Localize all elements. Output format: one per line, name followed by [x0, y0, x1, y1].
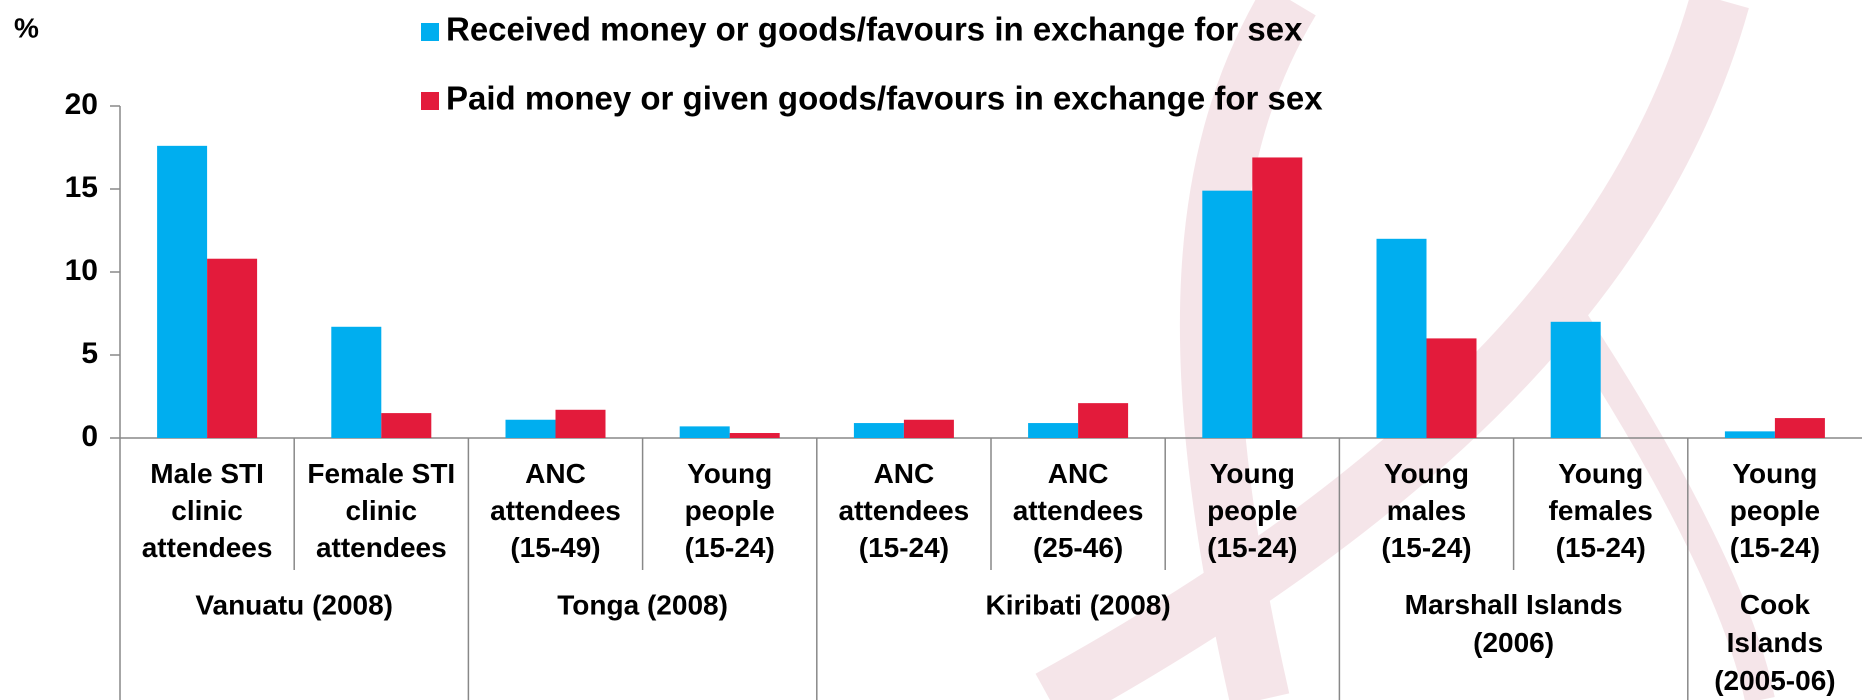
bar [1774, 418, 1825, 438]
bar [1252, 157, 1303, 438]
x-tick-label: Female STI clinic attendees [307, 458, 455, 563]
y-tick-label: 20 [65, 88, 98, 121]
x-tick-label: ANC attendees (15-49) [490, 458, 621, 563]
ribbon-stroke [1035, 0, 1749, 700]
y-axis-label: % [14, 12, 39, 43]
x-tick-label: Young people (15-24) [1207, 458, 1297, 563]
legend-swatch [421, 23, 439, 41]
y-tick-label: 10 [65, 254, 98, 287]
x-tick-label: Young males (15-24) [1381, 458, 1471, 563]
y-tick-label: 0 [81, 420, 98, 453]
x-tick-label: Male STI clinic attendees [142, 458, 273, 563]
x-tick-label: Young people (15-24) [685, 458, 775, 563]
x-tick-label: Young people (15-24) [1730, 458, 1820, 563]
bar [1078, 403, 1129, 438]
bar [555, 409, 606, 438]
group-label: Vanuatu (2008) [195, 589, 393, 620]
bar [157, 145, 208, 438]
y-tick-label: 15 [65, 171, 98, 204]
bar [1376, 238, 1427, 438]
legend-label: Received money or goods/favours in excha… [446, 11, 1303, 48]
x-tick-label: ANC attendees (25-46) [1013, 458, 1144, 563]
bar [1028, 423, 1079, 438]
bar [1724, 431, 1775, 438]
group-label: Kiribati (2008) [986, 589, 1171, 620]
bar [903, 419, 954, 438]
bar [679, 426, 730, 438]
y-tick-label: 5 [81, 337, 98, 370]
bar [207, 258, 258, 438]
group-label: Marshall Islands (2006) [1405, 589, 1623, 658]
bar [1426, 338, 1477, 438]
group-label: Tonga (2008) [557, 589, 728, 620]
group-label: Cook Islands (2005-06) [1714, 589, 1835, 696]
bar [1550, 321, 1601, 438]
x-tick-label: ANC attendees (15-24) [839, 458, 970, 563]
x-tick-label: Young females (15-24) [1549, 458, 1653, 563]
legend-swatch [421, 92, 439, 110]
bar [505, 419, 556, 438]
bar [331, 326, 382, 438]
bar [729, 433, 780, 438]
legend-label: Paid money or given goods/favours in exc… [446, 80, 1323, 117]
bar [1202, 190, 1253, 438]
bar [853, 423, 904, 438]
bar [381, 413, 432, 438]
